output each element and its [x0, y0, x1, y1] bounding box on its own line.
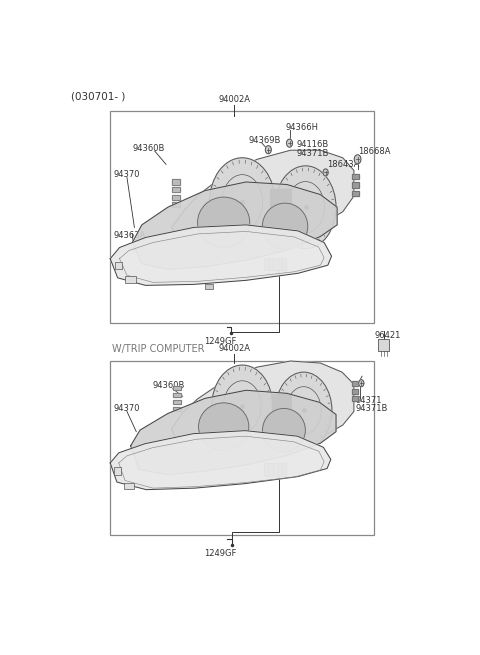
Text: 94369B: 94369B — [249, 136, 281, 145]
Bar — [352, 389, 359, 394]
Bar — [378, 339, 389, 351]
Bar — [173, 393, 181, 398]
Text: 94366H: 94366H — [285, 122, 318, 132]
Bar — [125, 276, 135, 284]
Circle shape — [323, 169, 328, 176]
Text: 94371B: 94371B — [356, 404, 388, 413]
Bar — [352, 389, 359, 394]
Bar — [352, 174, 359, 179]
Bar — [173, 386, 181, 390]
Text: 94360B: 94360B — [152, 381, 185, 390]
Circle shape — [287, 139, 292, 147]
FancyBboxPatch shape — [270, 189, 292, 221]
Bar — [172, 202, 180, 207]
Bar — [110, 361, 374, 535]
Polygon shape — [131, 390, 336, 474]
Bar — [114, 468, 120, 475]
Bar — [173, 407, 181, 411]
Ellipse shape — [263, 409, 305, 452]
Bar — [172, 179, 180, 185]
Circle shape — [265, 145, 271, 154]
Circle shape — [210, 158, 275, 246]
Bar — [264, 464, 286, 476]
Ellipse shape — [263, 203, 308, 250]
Bar — [352, 381, 359, 386]
Bar — [172, 179, 180, 185]
Bar — [110, 111, 374, 323]
Text: 94002A: 94002A — [218, 95, 250, 104]
Polygon shape — [110, 430, 331, 490]
Polygon shape — [172, 150, 354, 256]
Bar — [264, 257, 286, 271]
Text: 94363A: 94363A — [113, 231, 145, 240]
Bar — [172, 202, 180, 207]
Polygon shape — [172, 361, 354, 468]
Text: 96421: 96421 — [374, 331, 401, 341]
Bar — [352, 381, 359, 386]
Bar — [173, 400, 181, 404]
Bar — [205, 284, 213, 290]
Text: 94370: 94370 — [113, 404, 140, 413]
Bar — [352, 183, 359, 187]
Text: 94116B: 94116B — [296, 140, 328, 149]
Bar — [115, 262, 122, 269]
Text: 94371B: 94371B — [296, 149, 329, 158]
Circle shape — [275, 166, 336, 248]
Bar — [173, 386, 181, 390]
Bar — [172, 195, 180, 200]
Bar — [173, 400, 181, 404]
Bar — [172, 187, 180, 192]
Text: 94371: 94371 — [356, 396, 382, 405]
Text: 18668A: 18668A — [358, 147, 390, 157]
FancyBboxPatch shape — [272, 394, 291, 422]
Bar — [352, 174, 359, 179]
Text: 1249GF: 1249GF — [204, 337, 236, 346]
Text: 94370: 94370 — [113, 170, 140, 179]
Text: W/TRIP COMPUTER: W/TRIP COMPUTER — [112, 345, 204, 354]
Bar — [352, 396, 359, 402]
Ellipse shape — [198, 197, 250, 248]
Text: 1249GF: 1249GF — [204, 549, 237, 557]
Text: 94002A: 94002A — [218, 345, 250, 354]
Polygon shape — [110, 225, 332, 286]
Bar — [352, 191, 359, 196]
Bar — [352, 191, 359, 196]
Ellipse shape — [199, 403, 249, 450]
Bar — [172, 187, 180, 192]
Circle shape — [359, 380, 364, 386]
Bar — [124, 483, 133, 489]
Text: (030701- ): (030701- ) — [71, 91, 126, 102]
Bar — [352, 396, 359, 402]
Circle shape — [354, 155, 361, 164]
Circle shape — [212, 365, 273, 448]
Bar — [173, 393, 181, 398]
Polygon shape — [132, 182, 337, 269]
Circle shape — [276, 372, 332, 449]
Bar — [173, 407, 181, 411]
Text: 18643A: 18643A — [327, 160, 359, 170]
Bar — [172, 195, 180, 200]
Text: 94360B: 94360B — [132, 144, 165, 153]
Bar — [352, 183, 359, 187]
